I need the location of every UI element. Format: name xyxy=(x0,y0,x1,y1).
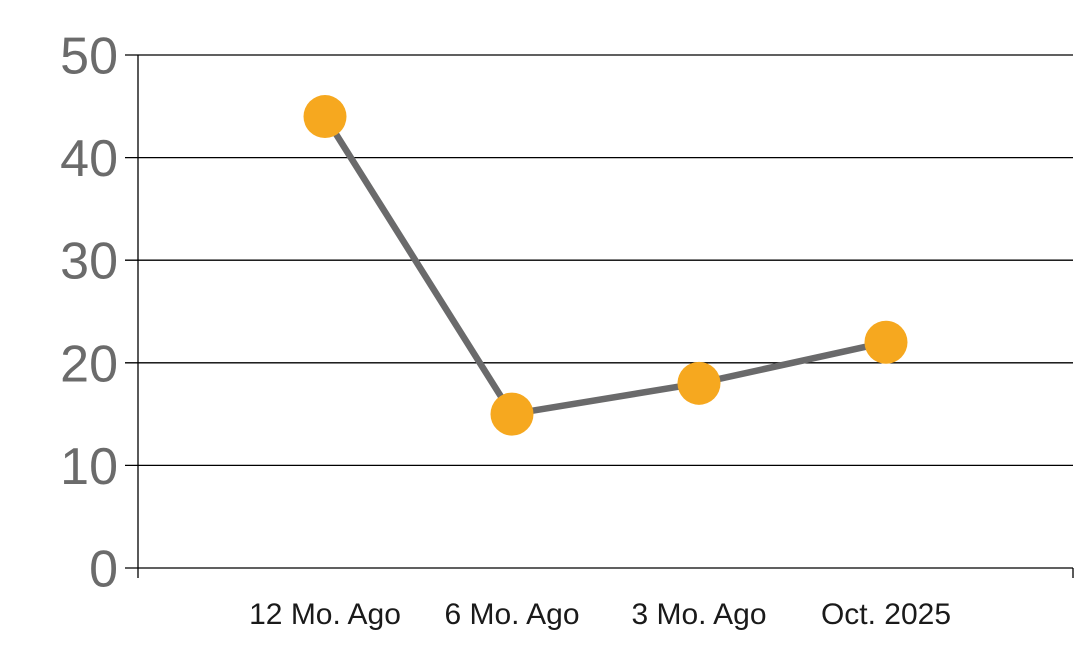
data-point-marker xyxy=(303,95,347,139)
x-axis-category-label: Oct. 2025 xyxy=(821,598,951,631)
x-axis-category-label: 12 Mo. Ago xyxy=(249,598,401,631)
y-axis-tick-label: 40 xyxy=(60,130,118,188)
y-axis-tick-label: 0 xyxy=(89,541,118,599)
y-axis-tick-label: 20 xyxy=(60,335,118,393)
x-axis-category-label: 6 Mo. Ago xyxy=(444,598,579,631)
data-point-marker xyxy=(490,392,534,436)
y-axis-tick-label: 10 xyxy=(60,438,118,496)
data-point-marker xyxy=(864,320,908,364)
x-axis-category-label: 3 Mo. Ago xyxy=(631,598,766,631)
data-point-marker xyxy=(677,361,721,405)
trend-line xyxy=(321,113,890,418)
y-axis-tick-label: 30 xyxy=(60,233,118,291)
y-axis-tick-label: 50 xyxy=(60,28,118,86)
